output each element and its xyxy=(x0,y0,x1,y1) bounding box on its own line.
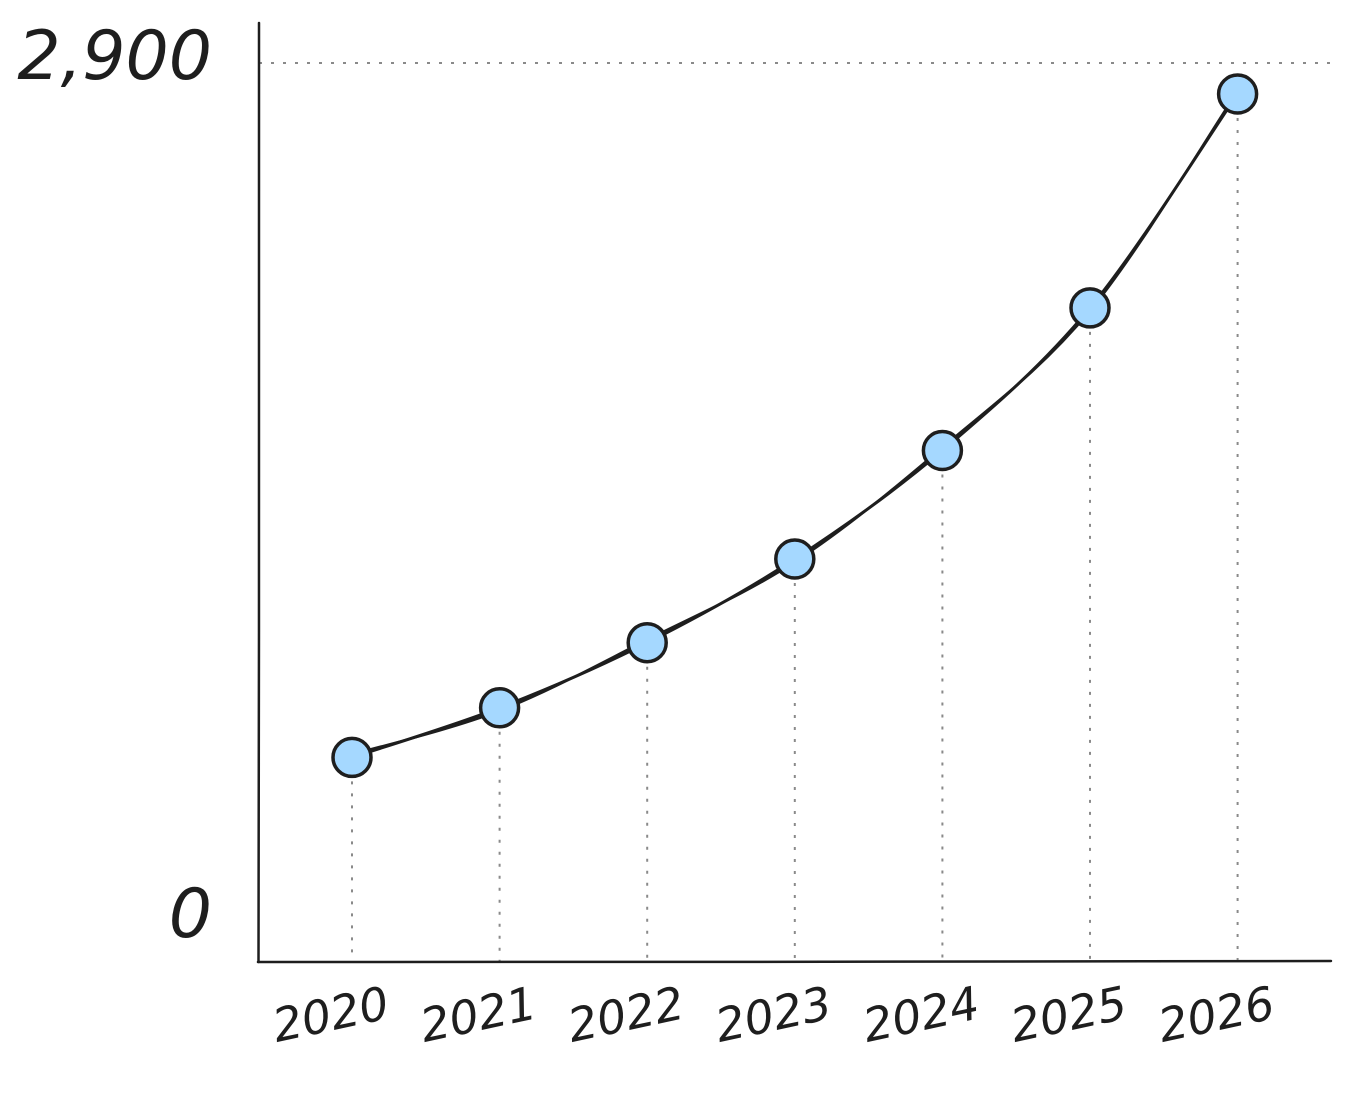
y-axis xyxy=(257,21,261,964)
data-point-2020 xyxy=(331,736,373,779)
x-tick-labels: 2020 2021 2022 2023 2024 2025 2026 xyxy=(268,976,1279,1053)
guide-lines xyxy=(259,62,1331,962)
x-tick-label-2021: 2021 xyxy=(415,976,541,1053)
data-point-2023 xyxy=(774,538,816,580)
data-point-2026 xyxy=(1216,73,1259,115)
x-tick-label-2025: 2025 xyxy=(1006,976,1132,1053)
data-point-2024 xyxy=(921,429,964,472)
y-tick-label-min: 0 xyxy=(169,875,212,954)
x-tick-label-2026: 2026 xyxy=(1153,976,1279,1053)
x-axis xyxy=(256,959,1333,964)
data-points xyxy=(331,73,1259,779)
data-point-2022 xyxy=(626,621,668,664)
data-point-2025 xyxy=(1069,287,1111,329)
axes xyxy=(256,21,1333,964)
series-line-sketch-stroke xyxy=(350,89,1239,756)
data-point-2021 xyxy=(478,687,521,729)
x-tick-label-2022: 2022 xyxy=(563,976,689,1053)
y-tick-label-max: 2,900 xyxy=(17,17,212,96)
x-tick-label-2023: 2023 xyxy=(711,976,837,1053)
x-tick-label-2024: 2024 xyxy=(858,976,984,1053)
x-tick-label-2020: 2020 xyxy=(268,976,394,1053)
y-tick-labels: 0 2,900 xyxy=(17,17,212,954)
